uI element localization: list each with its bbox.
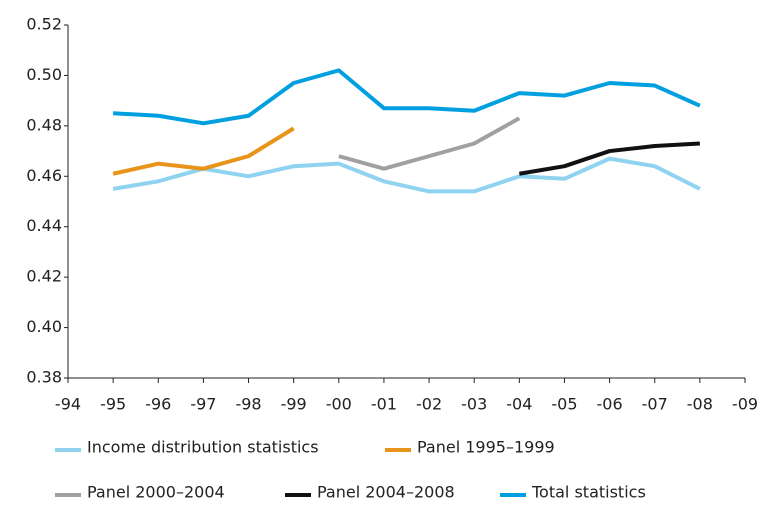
legend-label: Panel 1995–1999: [417, 438, 555, 457]
legend-label: Panel 2000–2004: [87, 483, 225, 502]
x-tick-label: -09: [732, 395, 758, 414]
x-tick-label: -97: [190, 395, 216, 414]
x-tick-label: -03: [461, 395, 487, 414]
y-tick-label: 0.50: [26, 65, 62, 84]
y-tick-label: 0.44: [26, 216, 62, 235]
y-tick-label: 0.38: [26, 368, 62, 387]
y-tick-label: 0.42: [26, 267, 62, 286]
legend-label: Income distribution statistics: [87, 438, 319, 457]
x-tick-label: -00: [326, 395, 352, 414]
x-tick-label: -08: [687, 395, 713, 414]
x-tick-label: -01: [371, 395, 397, 414]
x-tick-label: -06: [597, 395, 623, 414]
legend-label: Panel 2004–2008: [317, 483, 455, 502]
x-tick-label: -07: [642, 395, 668, 414]
series-line: [112, 156, 701, 194]
y-tick-label: 0.40: [26, 317, 62, 336]
x-tick-label: -98: [235, 395, 261, 414]
x-tick-label: -02: [416, 395, 442, 414]
series-line: [113, 68, 701, 126]
x-tick-label: -95: [100, 395, 126, 414]
y-tick-label: 0.52: [26, 15, 62, 34]
x-tick-label: -05: [551, 395, 577, 414]
series-line: [519, 141, 700, 176]
series-line: [112, 126, 295, 176]
x-tick-label: -96: [145, 395, 171, 414]
y-tick-label: 0.48: [26, 115, 62, 134]
y-tick-label: 0.46: [26, 166, 62, 185]
series-line: [338, 116, 521, 171]
legend-label: Total statistics: [531, 483, 646, 502]
x-tick-label: -94: [55, 395, 81, 414]
x-tick-label: -04: [506, 395, 532, 414]
x-tick-label: -99: [281, 395, 307, 414]
